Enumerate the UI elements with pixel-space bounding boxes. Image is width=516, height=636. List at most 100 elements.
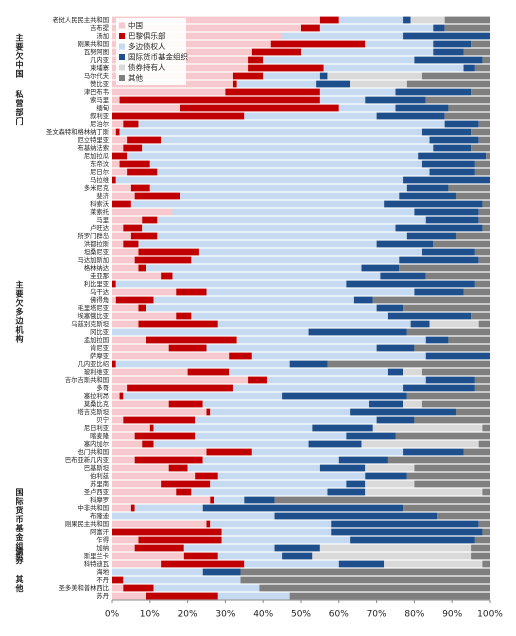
bar-segment [403, 448, 464, 456]
bar-segment [198, 248, 422, 256]
bar-segment [387, 368, 404, 376]
y-tick-label: 埃塞俄比亚 [78, 311, 110, 320]
bar-segment [157, 168, 430, 176]
bar-segment [123, 120, 139, 128]
bar-segment [463, 64, 475, 72]
bar-segment [403, 368, 422, 376]
bar-segment [319, 88, 396, 96]
bar-segment [112, 272, 162, 280]
legend-label: 债券持有人 [128, 62, 166, 72]
bar-segment [115, 176, 404, 184]
y-tick-label: 尼泊尔 [90, 119, 109, 128]
bar-segment [240, 576, 490, 584]
bar-segment [406, 328, 490, 336]
bar-segment [376, 112, 445, 120]
bar-segment [248, 56, 264, 64]
bar-segment [187, 368, 230, 376]
bar-segment [172, 272, 381, 280]
y-tick-label: 莫桑比克 [84, 399, 110, 408]
bar-segment [221, 528, 332, 536]
y-tick-label: 多哥 [96, 383, 109, 392]
bar-segment [123, 144, 143, 152]
bar-segment [421, 160, 475, 168]
bar-segment [112, 552, 184, 560]
x-tick-label: 20% [178, 610, 198, 620]
y-tick-label: 苏里南 [90, 479, 109, 488]
y-tick-label: 刚果共和国 [78, 39, 109, 48]
bar-segment [112, 448, 207, 456]
bar-segment [112, 320, 139, 328]
bar-segment [138, 320, 218, 328]
bar-segment [406, 392, 490, 400]
bar-segment [206, 408, 211, 416]
bar-segment [474, 384, 490, 392]
bar-segment [274, 512, 438, 520]
bar-segment [474, 160, 490, 168]
bar-segment [146, 592, 218, 600]
y-tick-label: 洪都拉斯 [84, 239, 110, 248]
bar-segment [433, 40, 472, 48]
bar-segment [399, 192, 456, 200]
bar-segment [387, 312, 472, 320]
bar-segment [478, 440, 490, 448]
bar-segment [474, 536, 490, 544]
bar-segment [112, 40, 271, 48]
bar-segment [138, 304, 147, 312]
y-tick-label: 吉尔吉斯共和国 [65, 375, 109, 384]
bar-segment [455, 408, 490, 416]
bar-segment [153, 584, 260, 592]
bar-segment [112, 576, 124, 584]
bar-segment [478, 208, 490, 216]
bar-segment [327, 360, 490, 368]
bar-segment [244, 560, 339, 568]
legend-swatch [119, 54, 125, 60]
bar-segment [142, 224, 396, 232]
y-tick-label: 巴基斯坦 [84, 463, 110, 472]
y-tick-label: 冈比亚 [90, 327, 110, 336]
bar-segment [112, 368, 188, 376]
y-tick-label: 厄立特里亚 [78, 135, 110, 144]
bar-segment [123, 224, 143, 232]
bar-segment [406, 232, 456, 240]
bar-segment [232, 72, 264, 80]
bar-segment [319, 16, 339, 24]
bar-segment [146, 264, 362, 272]
bar-segment [282, 392, 407, 400]
bar-segment [274, 544, 320, 552]
bar-segment [471, 552, 490, 560]
bar-segment [482, 424, 490, 432]
bar-segment [112, 432, 135, 440]
bar-segment [463, 448, 490, 456]
bar-segment [236, 80, 317, 88]
bar-segment [176, 312, 192, 320]
bar-segment [112, 592, 147, 600]
bar-segment [403, 16, 411, 24]
bar-segment [471, 40, 490, 48]
bar-segment [202, 400, 370, 408]
bar-segment [421, 248, 475, 256]
y-tick-label: 乌干达 [90, 287, 110, 296]
bar-segment [248, 376, 267, 384]
bar-segment [486, 152, 490, 160]
bar-segment [153, 296, 354, 304]
bar-segment [240, 568, 490, 576]
legend-label: 其他 [128, 73, 143, 83]
bar-segment [138, 264, 147, 272]
bar-segment [282, 32, 404, 40]
bar-segment [274, 496, 490, 504]
bar-segment [138, 536, 222, 544]
bar-segment [206, 520, 211, 528]
y-tick-label: 苏丹 [96, 591, 109, 600]
bar-segment [289, 592, 490, 600]
bar-segment [142, 144, 434, 152]
bar-segment [395, 224, 483, 232]
bar-segment [471, 144, 490, 152]
bar-segment [112, 144, 124, 152]
y-tick-label: 利比里亚 [84, 279, 110, 288]
bar-segment [123, 416, 196, 424]
bar-segment [421, 72, 490, 80]
bar-segment [406, 80, 490, 88]
y-tick-label: 尼日利亚 [84, 423, 110, 432]
bar-segment [444, 120, 479, 128]
